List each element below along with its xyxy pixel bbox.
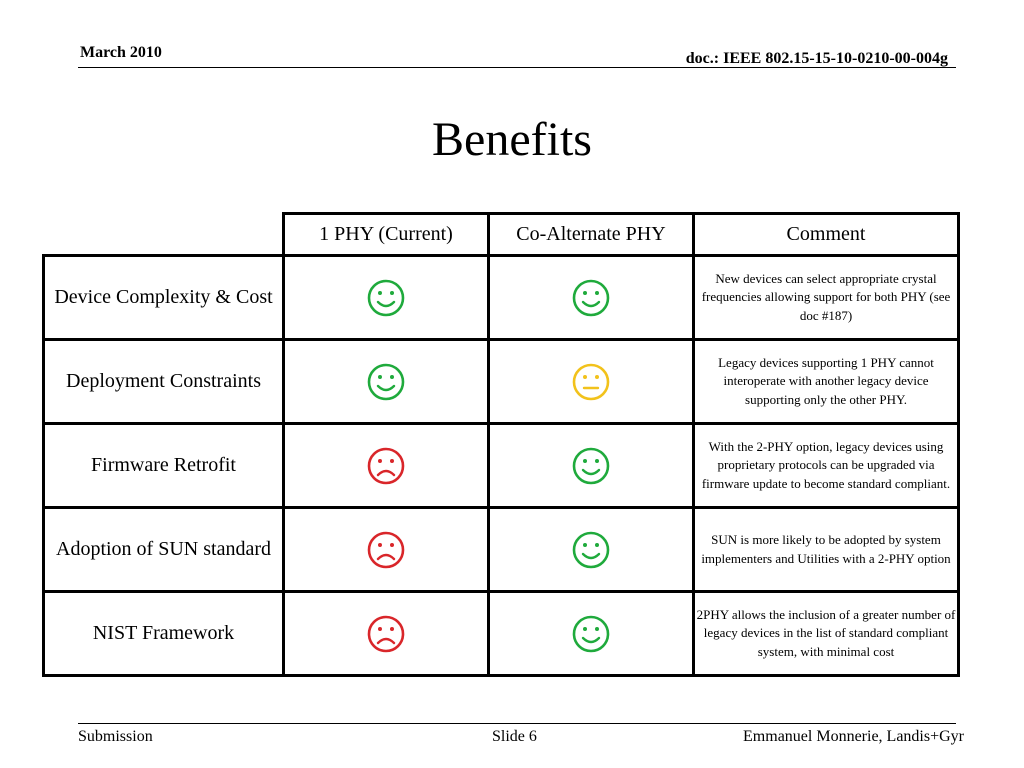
smiley-icon: [571, 278, 611, 318]
cell-co-alternate-phy: [487, 590, 695, 677]
neutral-face-icon: [571, 362, 611, 402]
smiley-icon: [571, 446, 611, 486]
cell-1-phy: [282, 422, 490, 509]
cell-co-alternate-phy: [487, 422, 695, 509]
column-header-1-phy: 1 PHY (Current): [282, 212, 490, 257]
cell-comment: SUN is more likely to be adopted by syst…: [692, 506, 960, 593]
cell-co-alternate-phy: [487, 506, 695, 593]
smiley-icon: [571, 614, 611, 654]
cell-1-phy: [282, 590, 490, 677]
frown-face-icon: [366, 530, 406, 570]
footer-author: Emmanuel Monnerie, Landis+Gyr: [743, 728, 964, 745]
benefits-table: 1 PHY (Current) Co-Alternate PHY Comment…: [42, 212, 960, 677]
smiley-icon: [366, 362, 406, 402]
table-row: NIST Framework 2PHY allows the inclusion…: [42, 590, 960, 677]
footer-slide-number: Slide 6: [492, 728, 537, 745]
cell-comment: With the 2-PHY option, legacy devices us…: [692, 422, 960, 509]
smiley-icon: [366, 278, 406, 318]
footer-submission: Submission: [78, 728, 153, 745]
cell-1-phy: [282, 338, 490, 425]
cell-comment: Legacy devices supporting 1 PHY cannot i…: [692, 338, 960, 425]
frown-face-icon: [366, 614, 406, 654]
column-header-co-alternate-phy: Co-Alternate PHY: [487, 212, 695, 257]
table-row: Adoption of SUN standard SUN is more lik…: [42, 506, 960, 593]
table-row: Firmware Retrofit With the 2-PHY option,…: [42, 422, 960, 509]
cell-1-phy: [282, 506, 490, 593]
row-label-nist-framework: NIST Framework: [42, 590, 285, 677]
row-label-device-complexity: Device Complexity & Cost: [42, 254, 285, 341]
row-label-firmware-retrofit: Firmware Retrofit: [42, 422, 285, 509]
table-corner-blank: [43, 213, 285, 257]
table-header-row: 1 PHY (Current) Co-Alternate PHY Comment: [43, 212, 960, 257]
cell-co-alternate-phy: [487, 254, 695, 341]
header-divider: [78, 67, 956, 68]
cell-comment: 2PHY allows the inclusion of a greater n…: [692, 590, 960, 677]
slide-title: Benefits: [432, 113, 592, 166]
row-label-adoption-of-sun: Adoption of SUN standard: [42, 506, 285, 593]
table-row: Device Complexity & Cost New devices can…: [42, 254, 960, 341]
footer-divider: [78, 723, 956, 724]
table-row: Deployment Constraints Legacy devices su…: [42, 338, 960, 425]
column-header-comment: Comment: [692, 212, 960, 257]
header-doc-id: doc.: IEEE 802.15-15-10-0210-00-004g: [685, 50, 948, 67]
row-label-deployment-constraints: Deployment Constraints: [42, 338, 285, 425]
frown-face-icon: [366, 446, 406, 486]
cell-comment: New devices can select appropriate cryst…: [692, 254, 960, 341]
cell-1-phy: [282, 254, 490, 341]
smiley-icon: [571, 530, 611, 570]
cell-co-alternate-phy: [487, 338, 695, 425]
header-date: March 2010: [80, 44, 162, 61]
